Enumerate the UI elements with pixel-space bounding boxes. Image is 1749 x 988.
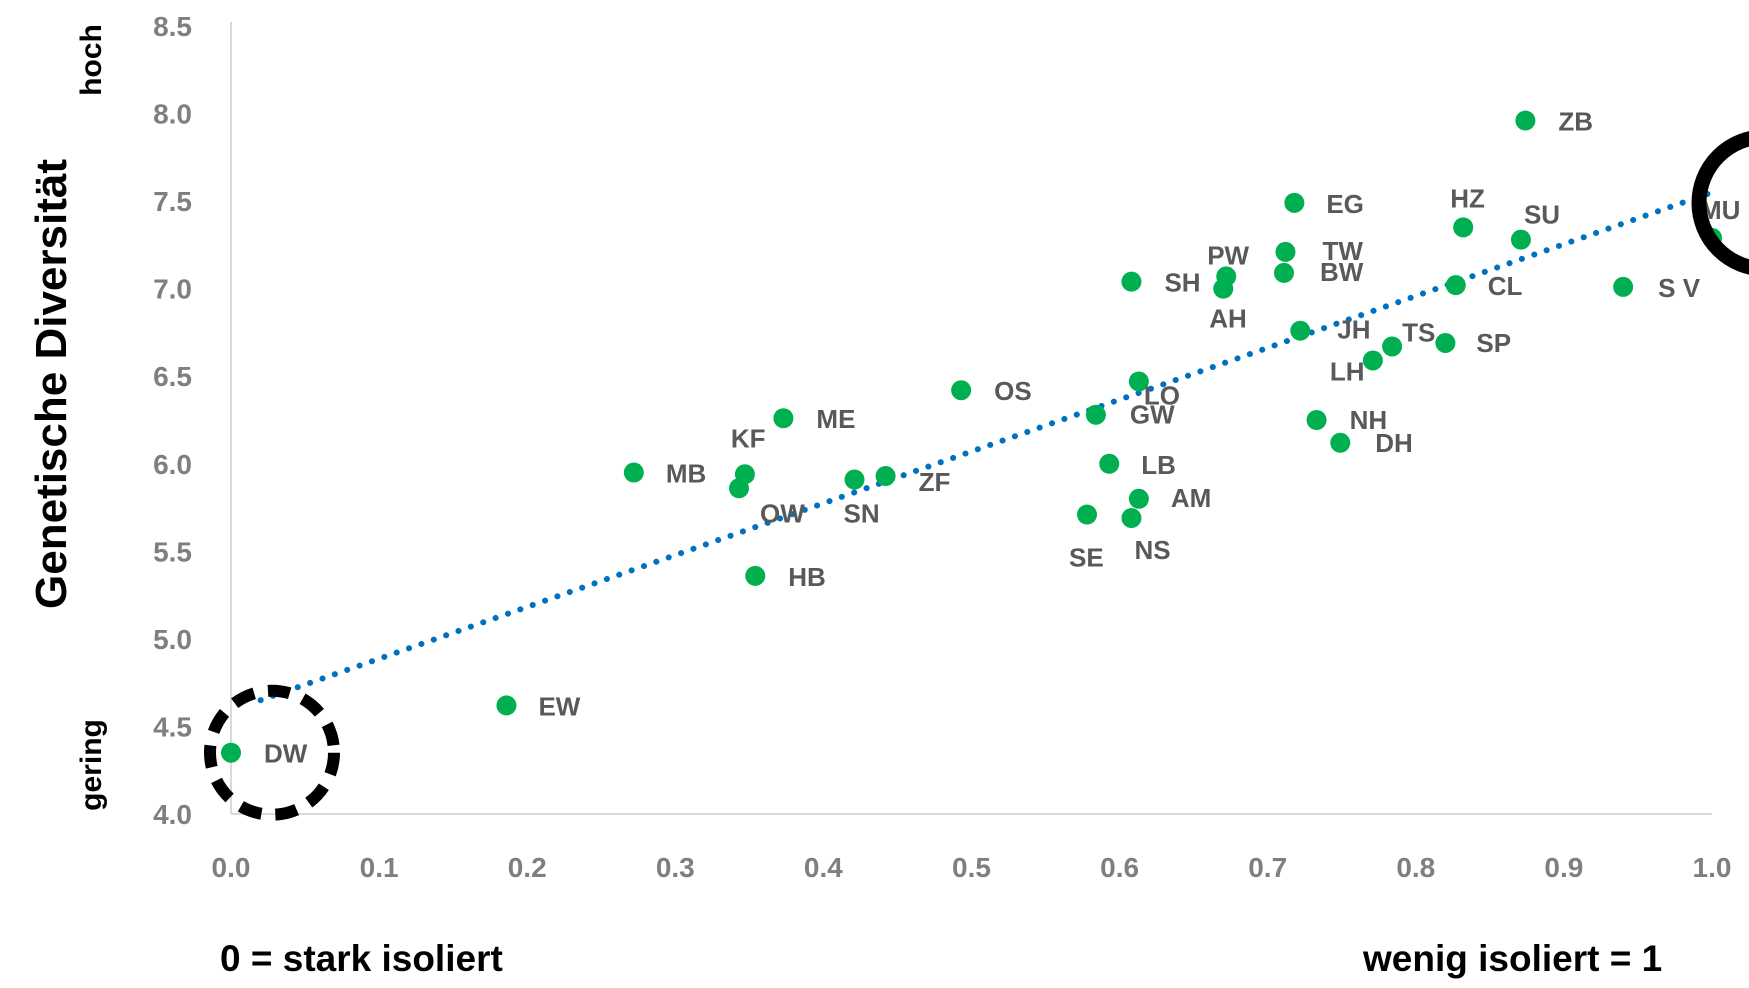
data-point	[1613, 276, 1634, 297]
point-label: LB	[1141, 450, 1176, 480]
x-tick-label: 0.8	[1396, 852, 1435, 883]
y-axis-ticks: 4.0 4.5 5.0 5.5 6.0 6.5 7.0 7.5 8.0 8.5	[153, 11, 192, 830]
x-axis-ticks: 0.0 0.1 0.2 0.3 0.4 0.5 0.6 0.7 0.8 0.9 1.0	[212, 852, 1732, 883]
x-tick-label: 0.0	[212, 852, 251, 883]
point-label: MB	[666, 459, 706, 489]
data-point	[1510, 229, 1531, 250]
data-point	[951, 380, 972, 401]
x-tick-label: 0.3	[656, 852, 695, 883]
data-point	[745, 565, 766, 586]
highlight-circles	[204, 131, 1749, 821]
point-label: NS	[1134, 535, 1170, 565]
data-point	[1085, 404, 1106, 425]
x-tick-label: 0.4	[804, 852, 843, 883]
data-point	[1290, 320, 1311, 341]
y-tick-label: 5.0	[153, 624, 192, 655]
point-label: EG	[1326, 189, 1364, 219]
point-label: DH	[1375, 428, 1413, 458]
data-point	[1515, 110, 1536, 131]
trendline	[257, 189, 1715, 704]
x-tick-label: 0.6	[1100, 852, 1139, 883]
y-tick-label: 6.0	[153, 449, 192, 480]
y-tick-label: 7.5	[153, 186, 192, 217]
point-label: KF	[731, 423, 766, 453]
point-label: TW	[1322, 236, 1363, 266]
point-label: AH	[1209, 304, 1247, 334]
point-label: EW	[538, 691, 580, 721]
x-tick-label: 0.1	[360, 852, 399, 883]
point-label: ME	[816, 404, 855, 434]
point-label: NH	[1350, 405, 1388, 435]
point-label: AM	[1171, 483, 1211, 513]
data-point	[1435, 332, 1456, 353]
y-axis-label: Genetische Diversität	[27, 159, 76, 609]
point-label: CL	[1488, 271, 1523, 301]
x-tick-label: 1.0	[1693, 852, 1732, 883]
data-point	[1128, 371, 1149, 392]
y-tick-label: 8.5	[153, 11, 192, 42]
highlight-circle-solid	[1691, 131, 1749, 275]
point-label: PW	[1207, 240, 1249, 270]
data-point	[1121, 271, 1142, 292]
x-left-label: 0 = stark isoliert	[220, 938, 503, 979]
highlight-circle-dashed	[204, 684, 340, 821]
data-point	[496, 695, 517, 716]
data-point	[1121, 508, 1142, 529]
point-label: OS	[994, 376, 1032, 406]
data-point	[623, 462, 644, 483]
data-point	[221, 742, 241, 763]
data-point	[1275, 241, 1296, 262]
data-point	[1306, 410, 1327, 430]
point-label: OW	[760, 498, 805, 528]
point-label: LH	[1330, 356, 1365, 386]
data-point	[734, 464, 755, 485]
x-right-label: wenig isoliert = 1	[1363, 938, 1663, 979]
y-tick-label: 4.0	[153, 799, 192, 830]
data-point	[773, 408, 794, 429]
data-points	[221, 110, 1722, 763]
data-point	[1216, 266, 1237, 287]
point-label: ZB	[1558, 107, 1593, 137]
point-label: SU	[1524, 200, 1560, 230]
data-point	[1128, 488, 1149, 509]
data-point	[1099, 453, 1120, 474]
point-label: S V	[1658, 273, 1701, 303]
y-tick-label: 7.0	[153, 274, 192, 305]
data-point	[1382, 336, 1403, 357]
x-tick-label: 0.9	[1544, 852, 1583, 883]
y-tick-label: 4.5	[153, 711, 192, 742]
data-point	[1330, 432, 1351, 453]
y-tick-label: 8.0	[153, 99, 192, 130]
point-label: SH	[1164, 268, 1200, 298]
data-point	[875, 466, 896, 487]
x-tick-label: 0.2	[508, 852, 547, 883]
point-label: SE	[1069, 543, 1104, 573]
y-low-label: gering	[75, 719, 108, 811]
point-label: HB	[788, 562, 826, 592]
y-high-label: hoch	[75, 24, 108, 96]
point-label: ZF	[919, 467, 951, 497]
data-point	[1273, 262, 1294, 283]
y-tick-label: 5.5	[153, 536, 192, 567]
point-label: DW	[264, 739, 308, 769]
point-label: JH	[1337, 315, 1370, 345]
point-label: HZ	[1450, 183, 1485, 213]
data-point	[1453, 217, 1474, 238]
point-label: SN	[844, 499, 880, 529]
data-point	[1445, 275, 1466, 296]
data-point	[844, 469, 865, 490]
x-tick-label: 0.7	[1248, 852, 1287, 883]
point-label: SP	[1476, 328, 1511, 358]
data-point	[1284, 192, 1305, 213]
point-label: LO	[1144, 380, 1180, 410]
data-point	[1362, 350, 1383, 371]
point-label: GW	[1130, 400, 1175, 430]
point-label: BW	[1320, 257, 1364, 287]
data-point	[1077, 504, 1098, 525]
point-label: TS	[1402, 317, 1435, 347]
x-tick-label: 0.5	[952, 852, 991, 883]
y-tick-label: 6.5	[153, 361, 192, 392]
